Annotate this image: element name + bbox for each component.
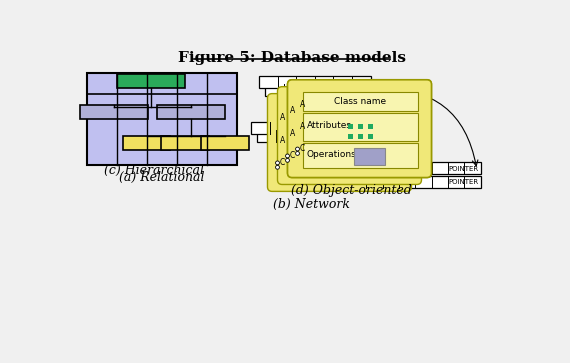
FancyBboxPatch shape <box>350 176 481 188</box>
Text: A: A <box>280 113 285 122</box>
Text: A: A <box>300 122 305 131</box>
FancyBboxPatch shape <box>123 136 170 150</box>
FancyBboxPatch shape <box>117 74 185 88</box>
FancyBboxPatch shape <box>303 113 418 140</box>
Circle shape <box>275 161 279 165</box>
FancyBboxPatch shape <box>287 80 431 178</box>
Text: POINTER: POINTER <box>344 87 374 93</box>
Text: (b) Network: (b) Network <box>273 197 350 211</box>
Text: C: C <box>280 158 285 167</box>
FancyBboxPatch shape <box>303 143 418 168</box>
Text: POINTER: POINTER <box>449 179 478 185</box>
Circle shape <box>275 166 279 169</box>
Text: Operations: Operations <box>307 150 356 159</box>
Text: POINTER: POINTER <box>337 133 367 139</box>
FancyBboxPatch shape <box>357 134 363 139</box>
FancyBboxPatch shape <box>278 87 421 184</box>
Text: (a) Relational: (a) Relational <box>119 171 205 184</box>
FancyBboxPatch shape <box>350 162 481 175</box>
Text: Attributes: Attributes <box>307 121 352 130</box>
Text: C: C <box>300 144 305 153</box>
Circle shape <box>296 151 299 155</box>
Text: POINTER: POINTER <box>449 166 478 172</box>
FancyBboxPatch shape <box>354 148 385 165</box>
FancyBboxPatch shape <box>80 105 148 119</box>
FancyBboxPatch shape <box>287 80 431 178</box>
FancyBboxPatch shape <box>303 92 418 111</box>
Text: A: A <box>290 106 295 115</box>
Circle shape <box>286 158 290 162</box>
Text: A: A <box>280 135 285 144</box>
Text: Class name: Class name <box>334 97 386 106</box>
FancyBboxPatch shape <box>265 83 377 96</box>
FancyBboxPatch shape <box>348 124 353 129</box>
Text: Figure 5: Database models: Figure 5: Database models <box>178 51 406 65</box>
FancyBboxPatch shape <box>161 136 209 150</box>
Text: A: A <box>300 99 305 109</box>
FancyBboxPatch shape <box>357 124 363 129</box>
FancyBboxPatch shape <box>157 105 225 119</box>
FancyBboxPatch shape <box>259 76 370 88</box>
FancyBboxPatch shape <box>258 130 369 142</box>
FancyBboxPatch shape <box>348 134 353 139</box>
Text: A: A <box>290 129 295 138</box>
Circle shape <box>296 147 299 151</box>
FancyBboxPatch shape <box>368 134 373 139</box>
FancyBboxPatch shape <box>201 136 249 150</box>
FancyBboxPatch shape <box>87 73 237 165</box>
FancyBboxPatch shape <box>251 122 363 134</box>
Text: (d) Object-oriented: (d) Object-oriented <box>291 184 412 197</box>
FancyBboxPatch shape <box>267 94 412 191</box>
Text: (c) Hierarchical: (c) Hierarchical <box>104 164 203 177</box>
FancyBboxPatch shape <box>368 124 373 129</box>
Text: C: C <box>290 151 295 160</box>
Circle shape <box>286 154 290 158</box>
